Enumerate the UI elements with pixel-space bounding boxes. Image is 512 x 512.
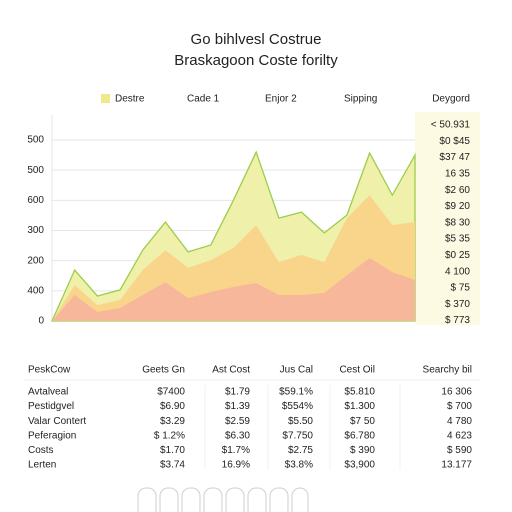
table-cell: Avtalveal	[28, 387, 68, 398]
table-header: PeskCow	[28, 365, 71, 376]
table-cell: $3.29	[160, 416, 185, 427]
table-cell: $7 50	[350, 416, 375, 427]
table-cell: $554%	[282, 401, 313, 412]
table-cell: $1.39	[225, 401, 250, 412]
panel-label: $8 30	[445, 217, 470, 228]
bottom-buttons	[137, 487, 309, 512]
y-tick-label: 0	[38, 316, 44, 327]
table-cell: $6.30	[225, 430, 250, 441]
table-cell: $ 390	[350, 445, 375, 456]
y-tick-label: 200	[27, 255, 44, 266]
panel-label: $0 $45	[439, 136, 470, 147]
chart-title: Go bihlvesl Costrue	[191, 31, 322, 48]
legend-label: Cade 1	[187, 94, 220, 105]
table-cell: $5.810	[344, 387, 375, 398]
panel-label: $37 47	[439, 152, 470, 163]
table-cell: $7400	[157, 387, 185, 398]
table-cell: $1.300	[344, 401, 375, 412]
table-cell: $6.90	[160, 401, 185, 412]
side-panel	[415, 112, 480, 325]
panel-label: $9 20	[445, 201, 470, 212]
panel-label: 16 35	[445, 169, 470, 180]
table-header: Searchy bil	[423, 365, 472, 376]
table-cell: $3,900	[344, 460, 375, 471]
panel-label: $5 35	[445, 234, 470, 245]
chart-subtitle: Braskagoon Coste forilty	[174, 52, 338, 69]
table-cell: Costs	[28, 445, 54, 456]
table-cell: Lerten	[28, 460, 56, 471]
table-cell: $ 700	[447, 401, 472, 412]
table-cell: $59.1%	[279, 387, 313, 398]
table-cell: Peferagion	[28, 430, 76, 441]
panel-label: $ 75	[451, 283, 471, 294]
table-cell: 16 306	[441, 387, 472, 398]
y-tick-label: 400	[27, 285, 44, 296]
y-tick-label: 600	[27, 195, 44, 206]
legend-label: Sipping	[344, 94, 377, 105]
table-cell: $3.74	[160, 460, 185, 471]
table-header: Jus Cal	[280, 365, 313, 376]
table-cell: $2.75	[288, 445, 313, 456]
legend-label: Destre	[115, 94, 145, 105]
area	[52, 195, 415, 321]
legend-label: Enjor 2	[265, 94, 297, 105]
table-cell: Pestidgvel	[28, 401, 74, 412]
table-header: Geets Gn	[142, 365, 185, 376]
panel-title: Deygord	[432, 94, 470, 105]
panel-label: $ 370	[445, 299, 470, 310]
table-cell: 4 623	[447, 430, 472, 441]
table-cell: 13.177	[441, 460, 472, 471]
table-cell: $ 590	[447, 445, 472, 456]
panel-label: 4 100	[445, 266, 470, 277]
panel-label: $0 25	[445, 250, 470, 261]
table-cell: $5.50	[288, 416, 313, 427]
panel-label: $ 773	[445, 315, 470, 326]
y-tick-label: 500	[27, 135, 44, 146]
table-header: Ast Cost	[212, 365, 250, 376]
table-cell: $ 1.2%	[154, 430, 185, 441]
panel-label: < 50.931	[431, 120, 471, 131]
table-cell: $1.70	[160, 445, 185, 456]
table-cell: $2.59	[225, 416, 250, 427]
table-cell: $1.79	[225, 387, 250, 398]
table-cell: $3.8%	[285, 460, 313, 471]
panel-label: $2 60	[445, 185, 470, 196]
table-cell: 16.9%	[222, 460, 250, 471]
y-tick-label: 300	[27, 225, 44, 236]
table-cell: 4 780	[447, 416, 472, 427]
legend-swatch	[101, 94, 110, 103]
table-cell: Valar Contert	[28, 416, 86, 427]
table-cell: $6.780	[344, 430, 375, 441]
area	[52, 257, 415, 321]
table-cell: $1.7%	[222, 445, 250, 456]
y-tick-label: 500	[27, 165, 44, 176]
table-header: Cest Oil	[339, 365, 375, 376]
table-cell: $7.750	[282, 430, 313, 441]
